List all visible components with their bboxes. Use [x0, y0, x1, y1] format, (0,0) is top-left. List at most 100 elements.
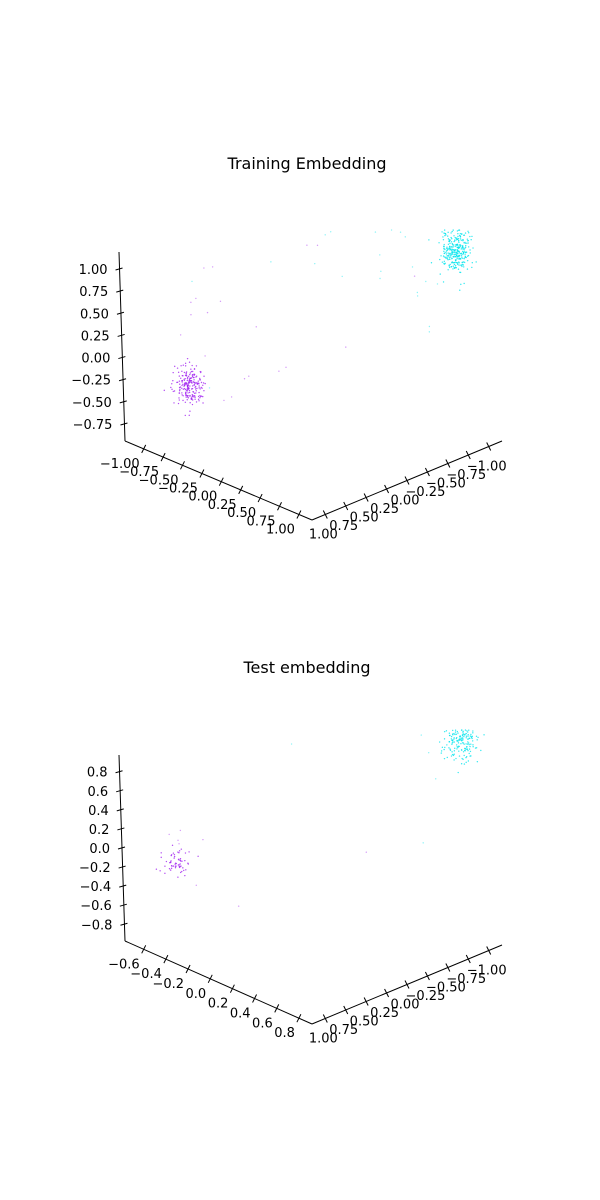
scatter-point	[182, 399, 184, 402]
scatter-point	[450, 252, 452, 255]
scatter-point	[164, 865, 166, 867]
scatter-point	[466, 268, 469, 270]
scatter-point	[181, 381, 183, 383]
y-axis-line	[124, 940, 313, 1025]
scatter-point	[463, 266, 465, 268]
scatter-point	[462, 739, 464, 741]
scatter-point	[169, 869, 172, 871]
scatter-point	[457, 233, 459, 235]
scatter-point	[461, 740, 463, 742]
scatter-point	[203, 375, 205, 377]
scatter-point	[472, 744, 474, 746]
x-tick-label: 0.75	[329, 1023, 358, 1038]
scatter-point	[475, 261, 477, 263]
scatter-point	[455, 757, 457, 760]
y-tick-mark	[296, 510, 302, 519]
scatter-point	[190, 381, 192, 383]
scatter-point	[193, 379, 195, 381]
scatter-point	[190, 377, 192, 379]
scatter-point	[458, 241, 460, 244]
scatter-point	[365, 851, 367, 853]
scatter-point	[182, 395, 184, 397]
scatter-point	[185, 396, 187, 398]
z-tick-label: 0.50	[80, 307, 109, 322]
z-tick-label: 0.8	[87, 766, 108, 781]
scatter-point	[451, 743, 453, 745]
scatter-point	[463, 250, 465, 252]
scatter-point	[324, 234, 326, 236]
x-tick-label: −1.00	[467, 460, 507, 475]
scatter-point	[187, 388, 190, 390]
scatter-point	[459, 258, 462, 260]
scatter-point	[449, 263, 451, 266]
scatter-point	[181, 387, 183, 389]
z-tick-label: −0.4	[80, 880, 112, 895]
scatter-point	[472, 746, 474, 748]
scatter-point	[200, 381, 203, 384]
scatter-point	[202, 402, 204, 404]
z-tick-mark	[116, 289, 124, 293]
z-tick-label: 0.00	[81, 352, 110, 367]
scatter-point	[465, 761, 467, 764]
scatter-point	[194, 382, 196, 384]
y-tick-label: 0.6	[252, 1016, 273, 1031]
y-tick-mark	[257, 493, 263, 503]
scatter-point	[438, 242, 440, 244]
scatter-point	[203, 267, 205, 269]
scatter-point	[173, 402, 175, 404]
scatter-point	[180, 377, 182, 379]
scatter-point	[172, 852, 175, 854]
scatter-point	[451, 261, 453, 263]
scatter-point	[248, 375, 250, 377]
scatter-point	[190, 314, 192, 316]
scatter-point	[186, 399, 188, 401]
scatter-point	[345, 346, 347, 348]
scatter-point	[461, 250, 464, 253]
scatter-point	[206, 311, 209, 314]
scatter-point	[461, 247, 463, 249]
scatter-point	[452, 251, 454, 253]
scatter-point	[469, 252, 471, 254]
y-axis-line	[124, 440, 313, 521]
scatter-point	[223, 399, 225, 402]
scatter-point	[179, 334, 182, 336]
scatter-point	[464, 729, 467, 731]
scatter-point	[453, 244, 455, 246]
scatter-point	[168, 868, 171, 870]
y-tick-label: 0.75	[247, 514, 276, 529]
scatter-point	[155, 868, 158, 870]
scatter-point	[195, 392, 197, 394]
scatter-point	[454, 731, 457, 733]
scatter-point	[460, 254, 463, 256]
scatter-point	[193, 396, 195, 398]
scatter-point	[425, 280, 427, 283]
scatter-point	[448, 256, 450, 259]
scatter-point	[176, 367, 179, 369]
scatter-point	[443, 252, 445, 255]
scatter-point	[452, 248, 455, 251]
scatter-point	[186, 395, 188, 397]
scatter-point	[390, 229, 393, 231]
x-tick-mark	[322, 510, 328, 519]
scatter-point	[467, 242, 469, 244]
scatter-point	[467, 760, 470, 762]
scatter-point	[428, 331, 431, 333]
scatter-point	[451, 257, 453, 259]
scatter-point	[184, 859, 186, 862]
scatter-point	[460, 264, 462, 266]
scatter-point	[454, 266, 457, 268]
scatter-point	[186, 383, 188, 385]
scatter-point	[188, 380, 190, 382]
scatter-point	[192, 395, 194, 397]
scatter-point	[470, 735, 472, 738]
scatter-point	[461, 233, 463, 235]
scatter-point	[468, 729, 470, 731]
scatter-point	[428, 325, 431, 328]
scatter-point	[458, 229, 460, 231]
scatter-point	[447, 254, 450, 256]
x-tick-label: −0.75	[446, 972, 486, 987]
scatter-point	[456, 748, 458, 750]
scatter-point	[183, 371, 186, 374]
scatter-point	[379, 254, 381, 256]
z-tick-mark	[117, 846, 126, 850]
